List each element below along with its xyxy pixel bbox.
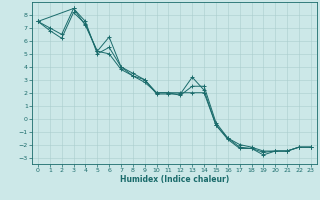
X-axis label: Humidex (Indice chaleur): Humidex (Indice chaleur) — [120, 175, 229, 184]
